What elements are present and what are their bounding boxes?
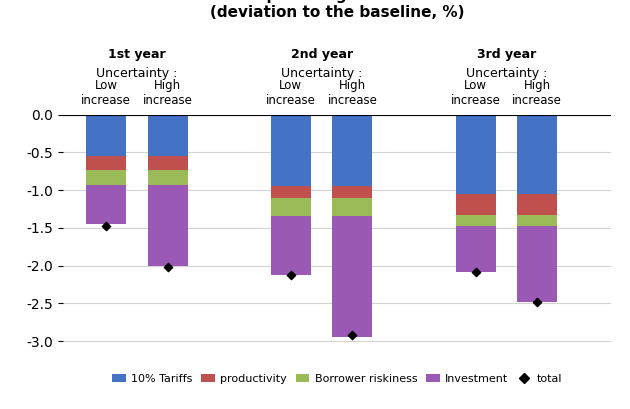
Bar (455, 115, 496, 194)
Bar (517, 194, 557, 215)
Bar (455, 226, 496, 272)
Bar (147, 156, 188, 170)
Text: Low
increase: Low increase (266, 79, 316, 107)
Bar (517, 226, 557, 302)
Text: 1st year: 1st year (108, 47, 166, 61)
total (347, 332, 357, 338)
Bar (147, 115, 188, 156)
Title: Impact on global GDP
(deviation to the baseline, %): Impact on global GDP (deviation to the b… (210, 0, 464, 20)
Text: 2nd year: 2nd year (290, 47, 353, 61)
Text: Uncertainty :: Uncertainty : (466, 67, 547, 80)
Bar (455, 215, 496, 226)
Legend: 10% Tariffs, productivity, Borrower riskiness, Investment, total: 10% Tariffs, productivity, Borrower risk… (108, 370, 566, 389)
total (286, 272, 296, 279)
Text: Low
increase: Low increase (450, 79, 501, 107)
Bar (86, 115, 126, 156)
Bar (333, 186, 372, 198)
Text: 3rd year: 3rd year (477, 47, 536, 61)
Bar (271, 115, 311, 186)
Bar (333, 115, 372, 186)
Bar (271, 186, 311, 198)
Text: Uncertainty :: Uncertainty : (96, 67, 178, 80)
Bar (147, 170, 188, 185)
Bar (517, 215, 557, 226)
Bar (86, 156, 126, 170)
Bar (455, 194, 496, 215)
Bar (271, 198, 311, 216)
total (471, 268, 481, 275)
Text: High
increase: High increase (512, 79, 562, 107)
total (101, 223, 111, 229)
Text: Uncertainty :: Uncertainty : (281, 67, 362, 80)
Text: High
increase: High increase (328, 79, 377, 107)
Bar (517, 115, 557, 194)
Bar (86, 185, 126, 224)
Bar (333, 216, 372, 337)
Text: Low
increase: Low increase (81, 79, 131, 107)
Bar (271, 216, 311, 274)
Bar (86, 170, 126, 185)
total (532, 299, 542, 305)
Text: High
increase: High increase (143, 79, 193, 107)
total (163, 264, 173, 270)
Bar (333, 198, 372, 216)
Bar (147, 185, 188, 265)
